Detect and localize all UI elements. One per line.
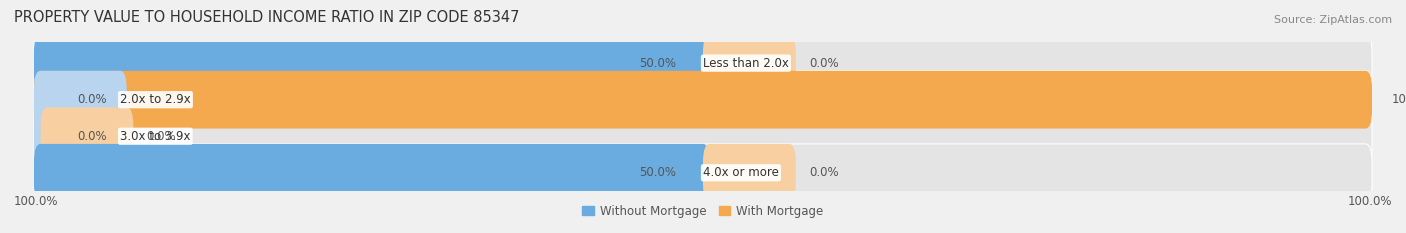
Text: 0.0%: 0.0% <box>77 93 107 106</box>
FancyBboxPatch shape <box>34 144 710 202</box>
Text: Source: ZipAtlas.com: Source: ZipAtlas.com <box>1274 15 1392 25</box>
Text: 0.0%: 0.0% <box>808 57 838 70</box>
Text: 0.0%: 0.0% <box>808 166 838 179</box>
Text: 0.0%: 0.0% <box>146 130 176 143</box>
FancyBboxPatch shape <box>34 71 1372 129</box>
Text: 50.0%: 50.0% <box>640 166 676 179</box>
FancyBboxPatch shape <box>34 71 127 129</box>
Text: 0.0%: 0.0% <box>77 130 107 143</box>
FancyBboxPatch shape <box>34 34 1372 92</box>
FancyBboxPatch shape <box>34 71 1372 129</box>
FancyBboxPatch shape <box>703 144 796 202</box>
Text: 2.0x to 2.9x: 2.0x to 2.9x <box>120 93 191 106</box>
FancyBboxPatch shape <box>34 144 1372 202</box>
FancyBboxPatch shape <box>34 107 1372 165</box>
FancyBboxPatch shape <box>41 107 134 165</box>
Text: 100.0%: 100.0% <box>1392 93 1406 106</box>
Text: 50.0%: 50.0% <box>640 57 676 70</box>
Text: PROPERTY VALUE TO HOUSEHOLD INCOME RATIO IN ZIP CODE 85347: PROPERTY VALUE TO HOUSEHOLD INCOME RATIO… <box>14 10 520 25</box>
Text: 100.0%: 100.0% <box>14 195 59 208</box>
Legend: Without Mortgage, With Mortgage: Without Mortgage, With Mortgage <box>582 205 824 218</box>
Text: 4.0x or more: 4.0x or more <box>703 166 779 179</box>
FancyBboxPatch shape <box>703 34 796 92</box>
Text: 3.0x to 3.9x: 3.0x to 3.9x <box>120 130 191 143</box>
FancyBboxPatch shape <box>34 107 127 165</box>
Text: Less than 2.0x: Less than 2.0x <box>703 57 789 70</box>
Text: 100.0%: 100.0% <box>1347 195 1392 208</box>
FancyBboxPatch shape <box>34 34 710 92</box>
